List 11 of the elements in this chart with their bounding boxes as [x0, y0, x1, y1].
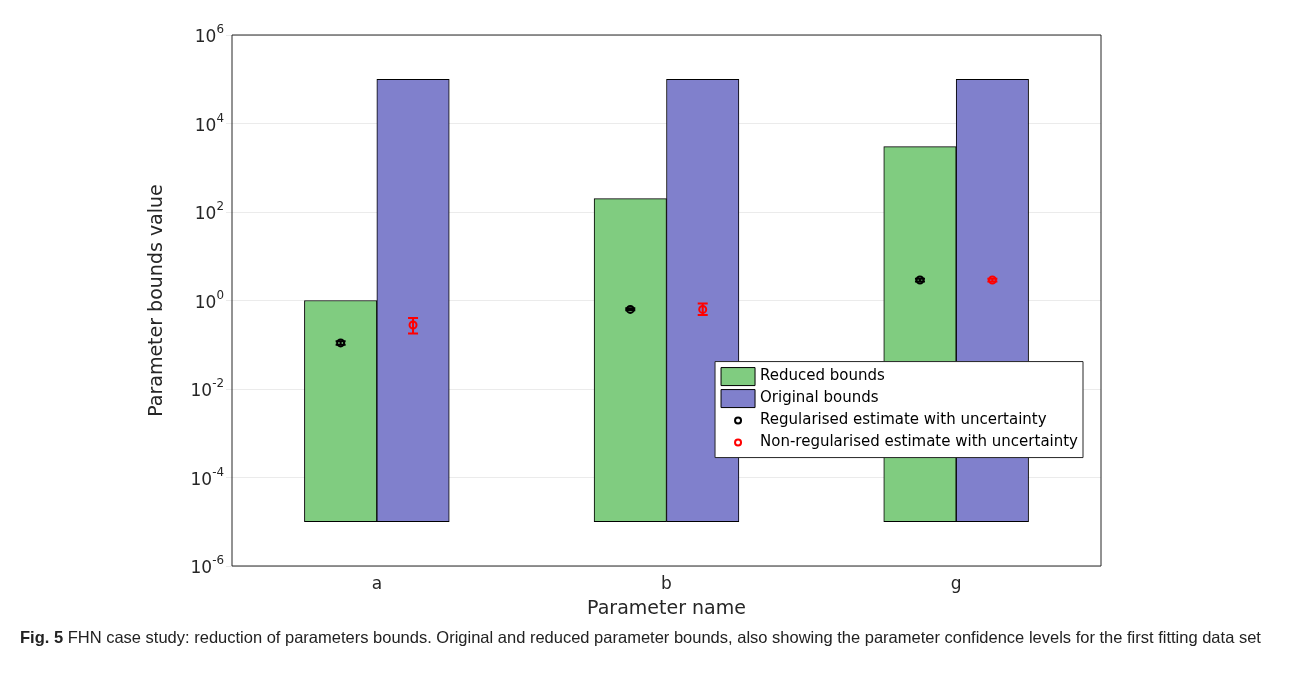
legend-label: Reduced bounds: [760, 366, 886, 385]
legend-label: Non-regularised estimate with uncertainty: [760, 432, 1079, 451]
x-tick-label: b: [661, 572, 672, 593]
legend-label: Original bounds: [760, 388, 879, 407]
y-axis-title: Parameter bounds value: [143, 184, 166, 417]
x-tick-label: a: [371, 572, 383, 593]
x-tick-label: g: [950, 572, 962, 593]
caption: Fig. 5: [20, 628, 65, 646]
legend-label: Regularised estimate with uncertainty: [760, 410, 1047, 429]
text: FHN case study: reduction of parameters bounds. Original and reduced parameter bounds, also showing the parameter confidence levels for the first fitting data set: [67, 628, 1261, 646]
x-axis-title: Parameter name: [587, 595, 746, 618]
